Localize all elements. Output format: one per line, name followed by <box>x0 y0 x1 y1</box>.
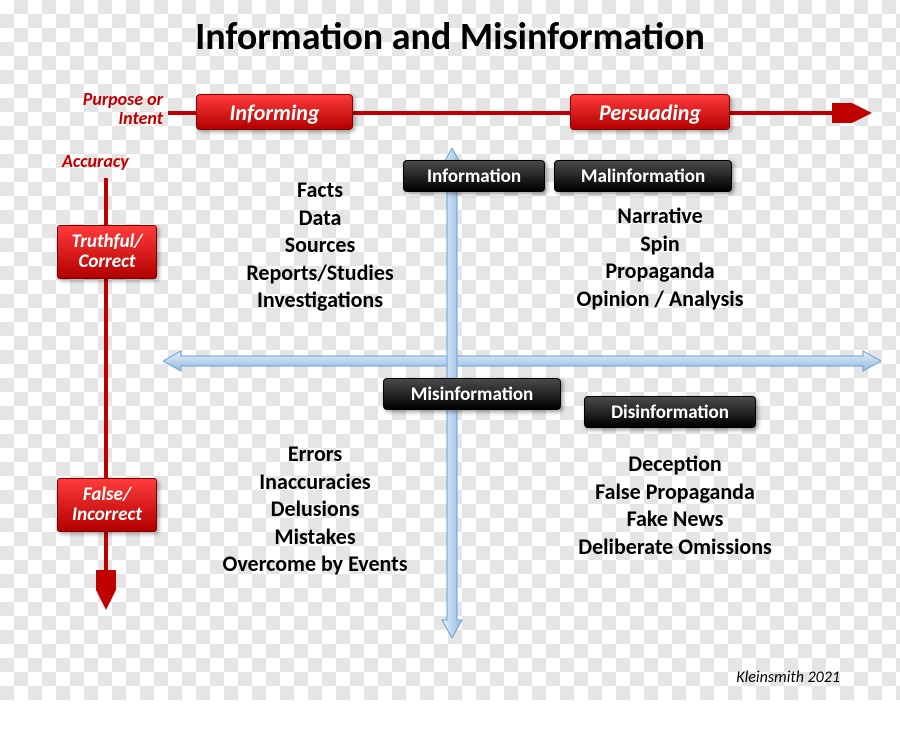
x-axis-label-line2: Intent <box>118 107 163 129</box>
q4-item: Deliberate Omissions <box>535 533 815 561</box>
q4-terms: Deception False Propaganda Fake News Del… <box>535 450 815 560</box>
q2-item: Propaganda <box>540 257 780 285</box>
badge-misinformation: Misinformation <box>383 378 561 410</box>
q2-item: Opinion / Analysis <box>540 285 780 313</box>
truthful-line1: Truthful/ <box>72 232 143 252</box>
q1-item: Facts <box>210 176 430 204</box>
q2-terms: Narrative Spin Propaganda Opinion / Anal… <box>540 202 780 312</box>
q3-item: Mistakes <box>185 523 445 551</box>
q1-item: Sources <box>210 231 430 259</box>
attribution: Kleinsmith 2021 <box>736 668 840 687</box>
q3-item: Delusions <box>185 495 445 523</box>
page-title: Information and Misinformation <box>0 14 900 60</box>
badge-information: Information <box>403 160 545 192</box>
y-axis-label: Accuracy <box>62 150 129 172</box>
truthful-line2: Correct <box>79 252 136 272</box>
badge-malinformation: Malinformation <box>554 160 732 192</box>
q1-item: Investigations <box>210 286 430 314</box>
q4-item: Fake News <box>535 505 815 533</box>
q1-terms: Facts Data Sources Reports/Studies Inves… <box>210 176 430 314</box>
q3-item: Overcome by Events <box>185 550 445 578</box>
q4-item: False Propaganda <box>535 478 815 506</box>
q1-item: Reports/Studies <box>210 259 430 287</box>
false-line1: False/ <box>83 485 131 505</box>
x-axis-label: Purpose or Intent <box>18 90 163 128</box>
badge-disinformation: Disinformation <box>584 396 756 428</box>
q3-item: Errors <box>185 440 445 468</box>
cross-horizontal-axis <box>163 349 881 373</box>
q2-item: Spin <box>540 230 780 258</box>
y-axis-block-truthful: Truthful/ Correct <box>57 225 157 279</box>
x-axis-pill-informing: Informing <box>196 94 353 130</box>
q4-item: Deception <box>535 450 815 478</box>
x-axis-pill-persuading: Persuading <box>570 94 730 130</box>
q1-item: Data <box>210 204 430 232</box>
q3-terms: Errors Inaccuracies Delusions Mistakes O… <box>185 440 445 578</box>
q3-item: Inaccuracies <box>185 468 445 496</box>
false-line2: Incorrect <box>72 505 142 525</box>
q2-item: Narrative <box>540 202 780 230</box>
y-axis-block-false: False/ Incorrect <box>57 478 157 532</box>
